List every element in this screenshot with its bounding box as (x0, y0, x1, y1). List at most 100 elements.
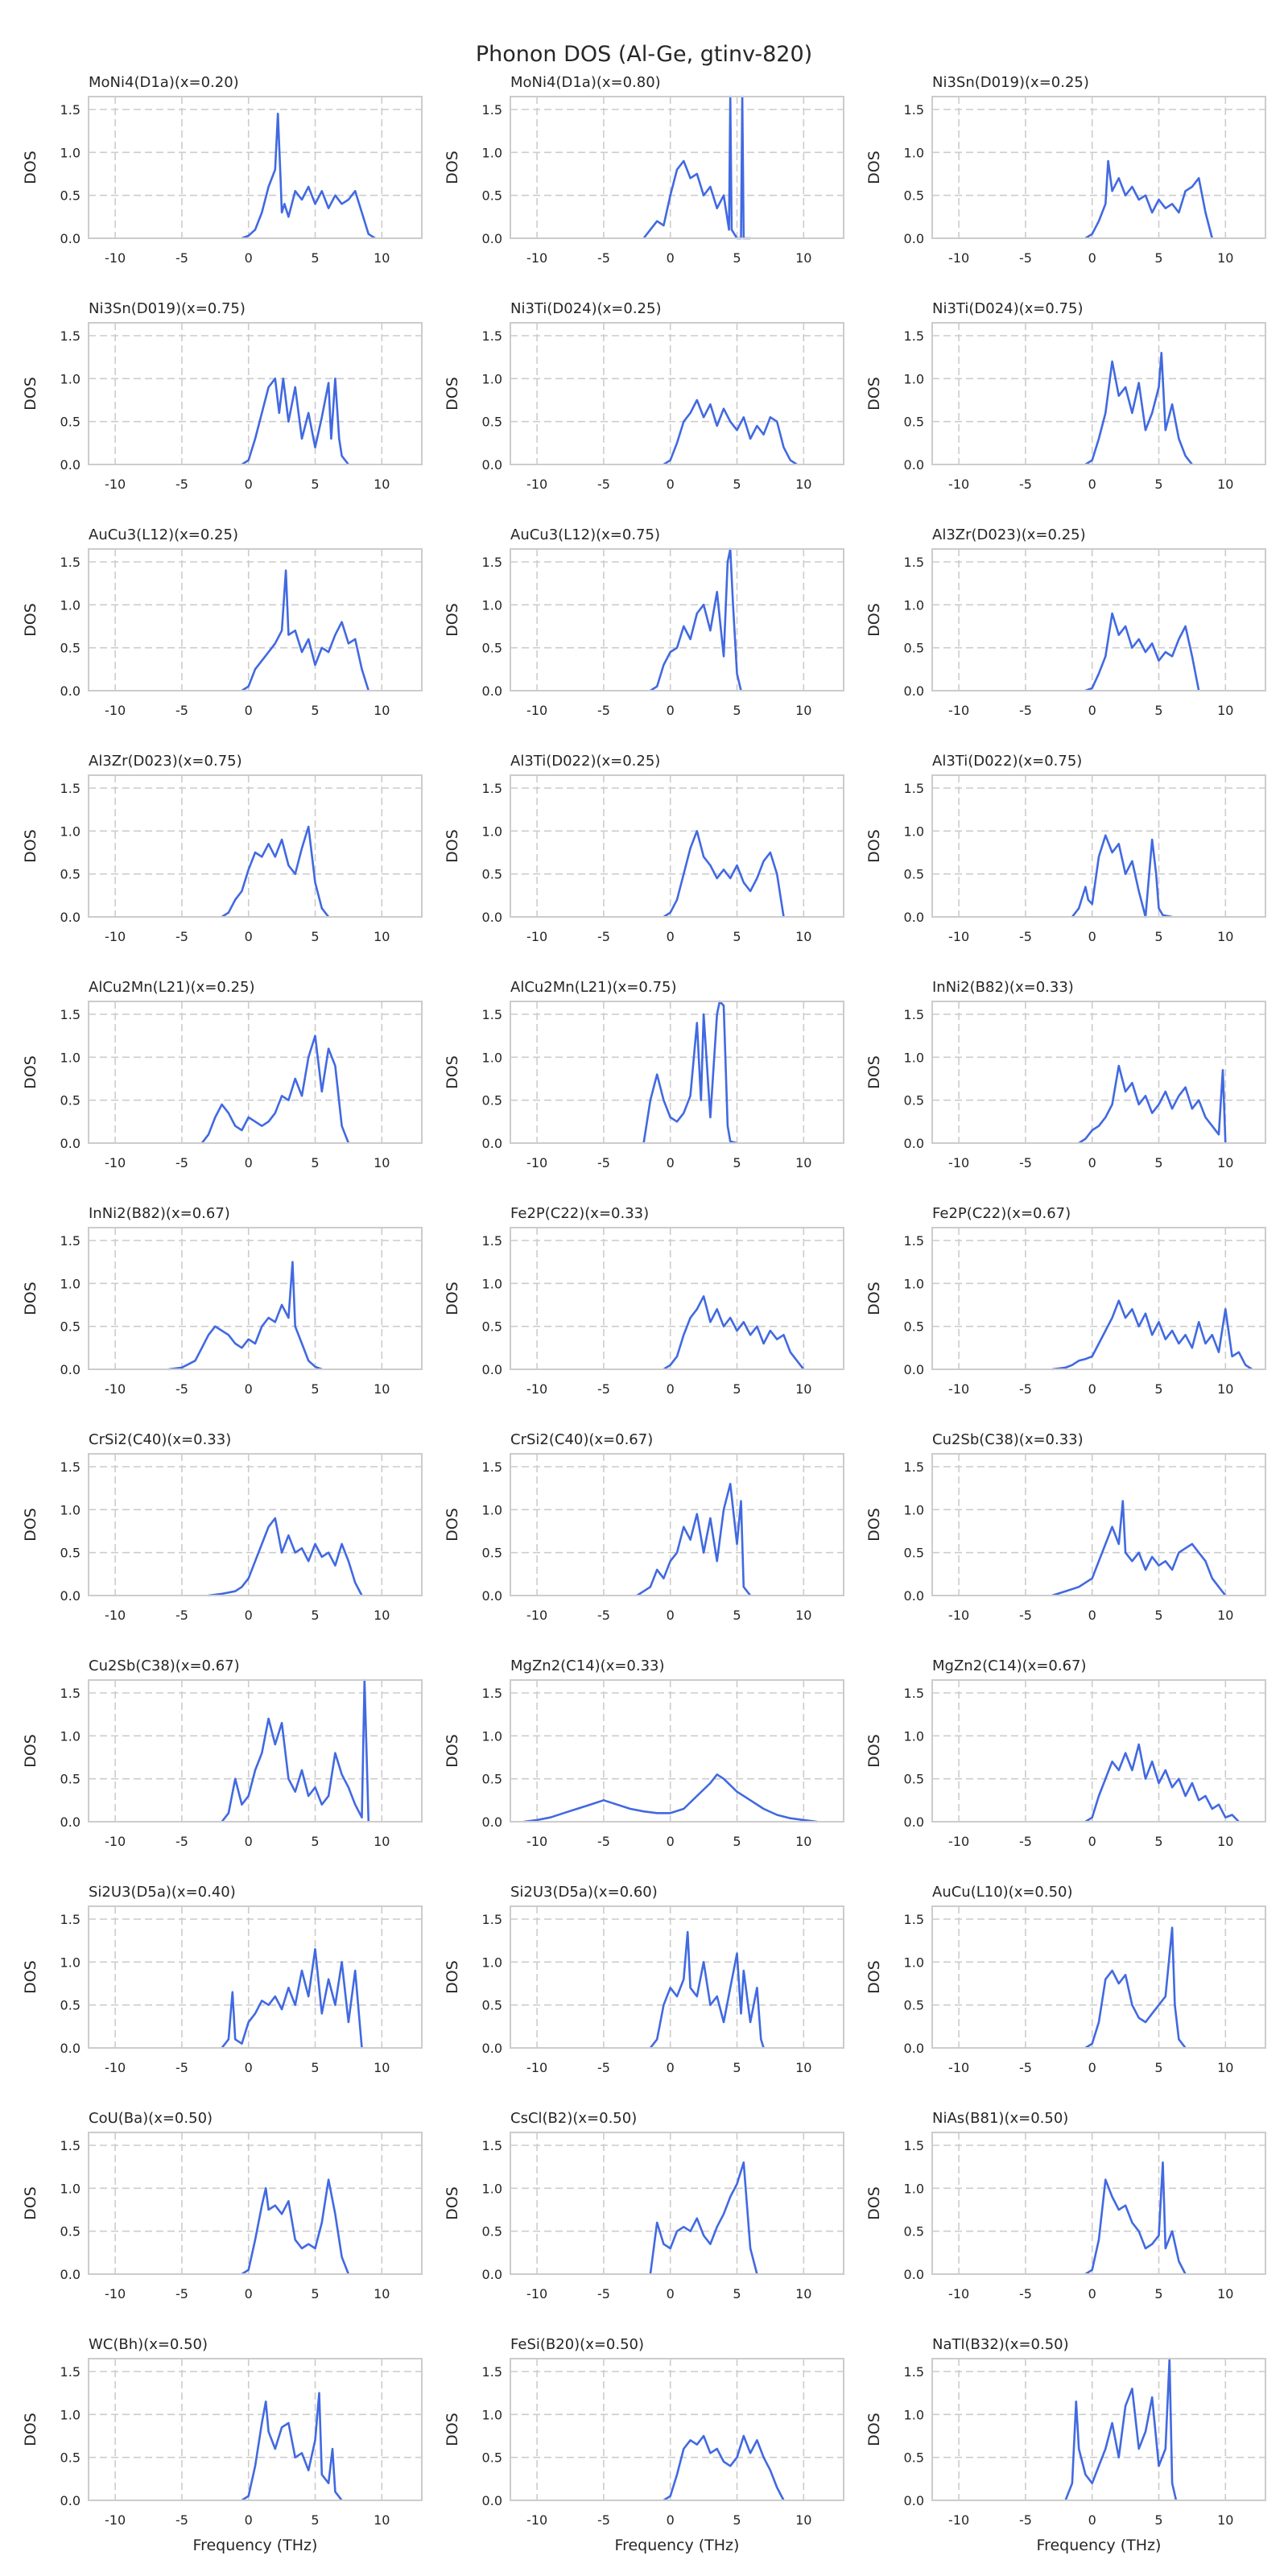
y-tick-label: 0.5 (60, 1772, 80, 1787)
y-tick-label: 0.5 (60, 415, 80, 430)
y-tick-label: 0.5 (60, 867, 80, 882)
plot-frame (88, 774, 423, 918)
y-tick-label: 0.0 (482, 1362, 502, 1377)
y-axis-label: DOS (865, 377, 883, 411)
y-tick-label: 0.5 (60, 1998, 80, 2013)
plot-frame (510, 1679, 844, 1823)
y-axis-label: DOS (444, 1055, 461, 1089)
x-tick-label: 10 (1217, 250, 1233, 266)
x-tick-label: 5 (733, 2512, 741, 2528)
x-tick-label: 5 (733, 2060, 741, 2075)
y-axis-label: DOS (444, 1282, 461, 1315)
subplot-31: -10 -5 0 5 10 0.0 0.5 1.0 1.5 WC(Bh)(x=0.50) DOS Fr… (22, 2336, 423, 2554)
y-tick-label: 1.5 (482, 1233, 502, 1249)
x-tick-label: 10 (1217, 1608, 1233, 1623)
x-tick-label: 5 (733, 703, 741, 718)
x-tick-label: 5 (1154, 2286, 1162, 2301)
y-tick-label: 1.5 (482, 1686, 502, 1701)
subplot-11: -10 -5 0 5 10 0.0 0.5 1.0 1.5 Al3Ti(D022)(x=0.25)… (444, 753, 844, 944)
x-tick-label: -5 (1019, 1608, 1032, 1623)
subplot-title: InNi2(B82)(x=0.33) (932, 979, 1074, 996)
x-tick-label: 10 (795, 477, 811, 492)
x-axis-label: Frequency (THz) (615, 2537, 740, 2554)
y-tick-label: 1.5 (60, 1686, 80, 1701)
y-axis-label: DOS (865, 829, 883, 863)
y-tick-label: 0.5 (904, 1546, 924, 1561)
subplot-2: -10 -5 0 5 10 0.0 0.5 1.0 1.5 MoNi4(D1a)(x=0.80) D… (444, 74, 844, 266)
y-tick-label: 0.5 (482, 415, 502, 430)
y-tick-label: 1.5 (904, 2364, 924, 2380)
x-tick-label: -5 (175, 703, 188, 718)
plot-frame (510, 1905, 844, 2049)
y-tick-label: 0.5 (904, 641, 924, 656)
x-tick-label: -10 (105, 703, 126, 718)
y-axis-label: DOS (865, 151, 883, 184)
y-axis-label: DOS (865, 2186, 883, 2220)
y-axis-label: DOS (865, 2413, 883, 2446)
y-tick-label: 1.0 (904, 1955, 924, 1970)
y-tick-label: 1.5 (60, 1459, 80, 1475)
y-tick-label: 1.5 (60, 555, 80, 570)
subplot-29: -10 -5 0 5 10 0.0 0.5 1.0 1.5 CsCl(B2)(x=0.50) DOS (444, 2110, 844, 2301)
x-tick-label: 10 (1217, 703, 1233, 718)
x-tick-label: 5 (733, 250, 741, 266)
x-tick-label: -10 (526, 929, 547, 944)
y-axis-label: DOS (22, 377, 39, 411)
subplot-title: MoNi4(D1a)(x=0.20) (89, 74, 239, 91)
x-tick-label: 0 (245, 1155, 253, 1170)
y-axis-label: DOS (444, 1508, 461, 1542)
subplot-24: -10 -5 0 5 10 0.0 0.5 1.0 1.5 MgZn2(C14)(x=0.67) D… (865, 1657, 1266, 1849)
plot-frame (510, 1001, 844, 1144)
y-tick-label: 1.0 (60, 1502, 80, 1517)
y-tick-label: 0.5 (60, 641, 80, 656)
x-tick-label: 10 (795, 1608, 811, 1623)
x-tick-label: -10 (948, 1834, 969, 1849)
figure-title: Phonon DOS (Al-Ge, gtinv-820) (475, 42, 813, 67)
x-tick-label: 5 (311, 1381, 319, 1397)
x-tick-label: -10 (105, 1834, 126, 1849)
x-tick-label: -5 (597, 1608, 610, 1623)
x-tick-label: -10 (526, 250, 547, 266)
x-tick-label: 0 (245, 2512, 253, 2528)
y-tick-label: 0.5 (482, 1093, 502, 1108)
x-tick-label: -10 (105, 2512, 126, 2528)
x-tick-label: -10 (105, 2286, 126, 2301)
x-tick-label: 10 (374, 1381, 390, 1397)
x-tick-label: 10 (374, 1834, 390, 1849)
x-tick-label: 5 (311, 2286, 319, 2301)
dos-line (1084, 159, 1214, 240)
y-tick-label: 0.5 (482, 1772, 502, 1787)
subplot-32: -10 -5 0 5 10 0.0 0.5 1.0 1.5 FeSi(B20)(x=0.50) DO… (444, 2336, 844, 2554)
y-tick-label: 0.5 (482, 1319, 502, 1335)
subplot-title: AuCu3(L12)(x=0.25) (89, 526, 238, 543)
x-tick-label: -10 (948, 250, 969, 266)
dos-line (649, 2161, 758, 2275)
x-tick-label: 10 (795, 929, 811, 944)
dos-line (1051, 1500, 1227, 1597)
x-tick-label: -5 (597, 477, 610, 492)
y-tick-label: 0.0 (904, 231, 924, 246)
x-tick-label: 5 (1154, 703, 1162, 718)
x-tick-label: 0 (667, 2512, 675, 2528)
y-tick-label: 0.5 (482, 1998, 502, 2013)
y-tick-label: 0.5 (60, 188, 80, 204)
x-tick-label: 0 (1088, 1381, 1096, 1397)
y-axis-label: DOS (865, 1960, 883, 1994)
x-tick-label: 5 (733, 1381, 741, 1397)
x-tick-label: 0 (1088, 703, 1096, 718)
y-axis-label: DOS (22, 603, 39, 637)
y-tick-label: 1.5 (482, 102, 502, 118)
x-tick-label: 10 (374, 477, 390, 492)
plot-frame (510, 96, 844, 239)
x-tick-label: 0 (1088, 250, 1096, 266)
x-tick-label: 5 (1154, 2060, 1162, 2075)
x-tick-label: 10 (795, 2512, 811, 2528)
x-tick-label: -10 (948, 1155, 969, 1170)
x-tick-label: 5 (1154, 1381, 1162, 1397)
x-tick-label: -5 (175, 250, 188, 266)
y-axis-label: DOS (865, 1282, 883, 1315)
x-tick-label: 5 (733, 1155, 741, 1170)
subplot-6: -10 -5 0 5 10 0.0 0.5 1.0 1.5 Ni3Ti(D024)(x=0.75)… (865, 300, 1266, 492)
y-tick-label: 1.0 (904, 145, 924, 160)
